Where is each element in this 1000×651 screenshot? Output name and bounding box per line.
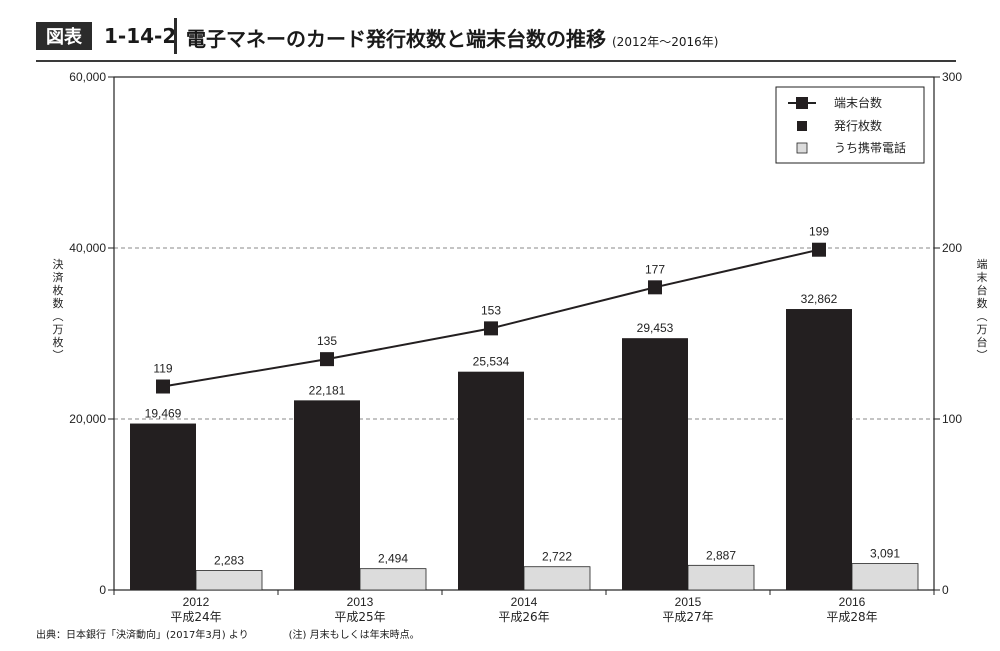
bar-phone — [359, 568, 427, 591]
figure-tag: 図表 — [36, 22, 92, 50]
bar-cards — [294, 400, 360, 590]
bar-cards-label: 22,181 — [309, 383, 346, 397]
legend-label: 端末台数 — [834, 95, 882, 110]
bar-cards — [786, 309, 852, 590]
x-tick-label-era: 平成24年 — [170, 610, 221, 624]
y2-axis-title: 端末台数︵万台︶ — [977, 258, 988, 362]
bar-cards-label: 25,534 — [473, 355, 510, 369]
x-tick-label-era: 平成25年 — [334, 610, 385, 624]
bar-cards-label: 19,469 — [145, 407, 182, 421]
figure-number: 1-14-2 — [104, 24, 177, 48]
bar-phone-label: 2,722 — [542, 550, 572, 564]
source-note: 出典：日本銀行「決済動向」(2017年3月) より — [36, 630, 249, 641]
legend-label: 発行枚数 — [834, 118, 882, 133]
point-terminals-label: 153 — [481, 303, 501, 317]
x-tick-label: 2016 — [839, 595, 866, 609]
x-tick-label-era: 平成26年 — [498, 610, 549, 624]
bar-cards-label: 32,862 — [801, 292, 838, 306]
annotation-note: (注) 月末もしくは年末時点。 — [288, 630, 420, 641]
legend-cards-swatch — [797, 121, 807, 131]
point-terminals-label: 177 — [645, 262, 665, 276]
point-terminals-label: 135 — [317, 334, 337, 348]
bar-phone — [523, 566, 591, 591]
y-tick-label: 40,000 — [69, 241, 106, 255]
y-tick-label: 20,000 — [69, 412, 106, 426]
figure-period: (2012年〜2016年) — [612, 35, 719, 49]
bar-cards-label: 29,453 — [637, 321, 674, 335]
point-terminals-label: 119 — [153, 362, 172, 376]
y2-tick-label: 300 — [942, 70, 962, 84]
bar-phone-label: 2,887 — [706, 548, 736, 562]
legend-phone-swatch — [796, 142, 808, 154]
y2-tick-label: 100 — [942, 412, 962, 426]
y-tick-label: 0 — [99, 583, 106, 597]
bar-cards — [458, 371, 524, 590]
y2-tick-label: 200 — [942, 241, 962, 255]
point-terminals — [484, 321, 498, 336]
x-tick-label: 2013 — [347, 595, 374, 609]
bar-phone-label: 2,283 — [214, 553, 244, 567]
figure-header: 図表 1-14-2 電子マネーのカード発行枚数と端末台数の推移 (2012年〜20… — [0, 0, 1000, 62]
x-tick-label: 2015 — [675, 595, 702, 609]
header-rule — [36, 60, 956, 62]
point-terminals — [320, 352, 334, 367]
bar-phone — [851, 563, 919, 591]
y2-tick-label: 0 — [942, 583, 949, 597]
legend-line-marker — [796, 97, 808, 109]
point-terminals — [156, 379, 170, 394]
title-divider — [174, 18, 177, 54]
bar-cards — [622, 338, 688, 590]
point-terminals — [812, 242, 826, 257]
x-tick-label-era: 平成27年 — [662, 610, 713, 624]
figure-title: 電子マネーのカード発行枚数と端末台数の推移 (2012年〜2016年) — [186, 23, 718, 52]
bar-phone-label: 2,494 — [378, 552, 408, 566]
bar-phone — [195, 570, 263, 591]
bar-phone-label: 3,091 — [870, 547, 900, 561]
bar-cards — [130, 423, 196, 590]
footer: 出典：日本銀行「決済動向」(2017年3月) より (注) 月末もしくは年末時点。 — [36, 626, 460, 641]
figure-title-text: 電子マネーのカード発行枚数と端末台数の推移 — [186, 27, 606, 51]
y-axis-title: 決済枚数︵万枚︶ — [53, 258, 64, 362]
y-tick-label: 60,000 — [69, 70, 106, 84]
point-terminals — [648, 280, 662, 295]
point-terminals-label: 199 — [809, 225, 829, 239]
x-tick-label-era: 平成28年 — [826, 610, 877, 624]
bar-phone — [687, 564, 755, 591]
legend-label: うち携帯電話 — [834, 140, 906, 155]
x-tick-label: 2014 — [511, 595, 538, 609]
x-tick-label: 2012 — [183, 595, 210, 609]
